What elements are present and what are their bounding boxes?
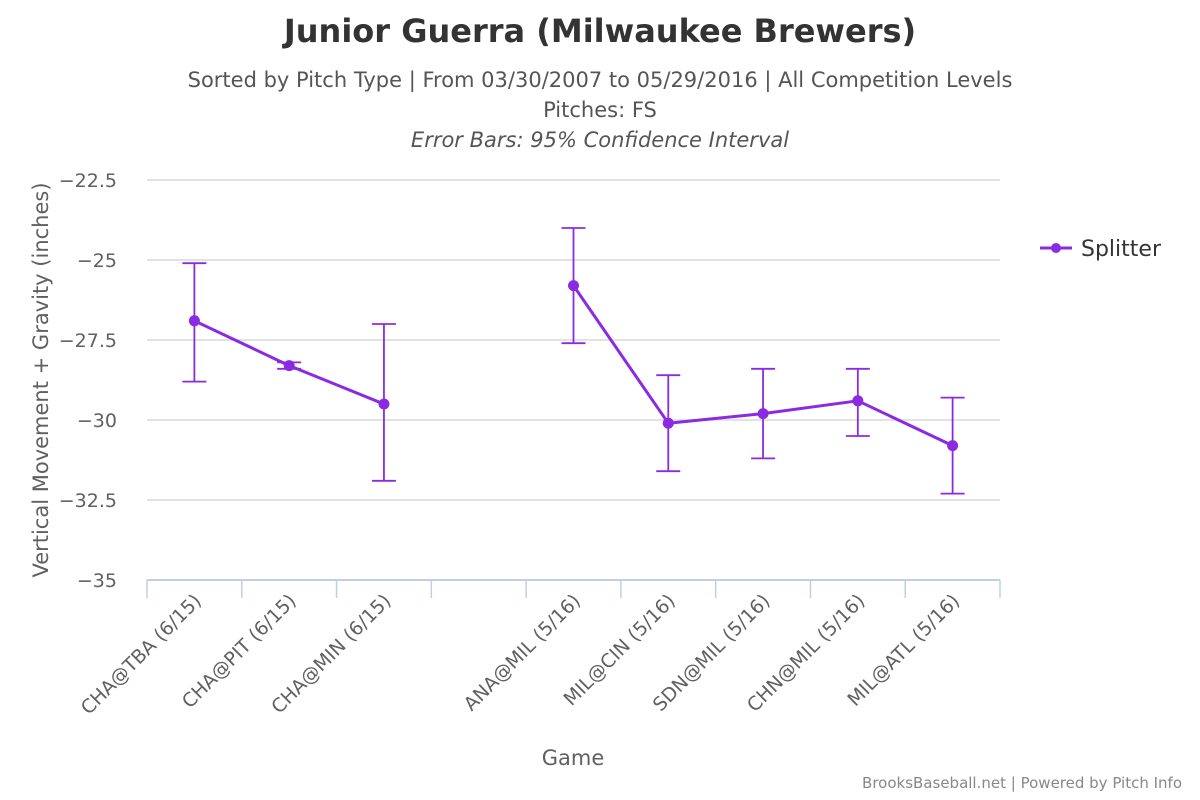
data-point-splitter bbox=[188, 315, 200, 327]
legend-marker bbox=[1051, 243, 1061, 253]
x-axis-title: Game bbox=[542, 746, 605, 770]
data-point-splitter bbox=[662, 417, 674, 429]
chart-subtitle-pitches: Pitches: FS bbox=[543, 98, 657, 122]
series-layer bbox=[182, 227, 965, 495]
credit-powered: Powered by Pitch Info bbox=[1020, 774, 1182, 792]
data-point-splitter bbox=[757, 408, 769, 420]
legend-label-splitter[interactable]: Splitter bbox=[1081, 237, 1162, 262]
data-point-splitter bbox=[852, 395, 864, 407]
y-tick-label: −32.5 bbox=[59, 490, 117, 512]
y-tick-label: −35 bbox=[77, 570, 117, 592]
chart-subtitle-filters: Sorted by Pitch Type | From 03/30/2007 t… bbox=[187, 68, 1013, 92]
y-tick-label: −22.5 bbox=[59, 170, 117, 192]
data-point-splitter bbox=[947, 440, 959, 452]
data-point-splitter bbox=[378, 398, 390, 410]
credit-line: BrooksBaseball.net | Powered by Pitch In… bbox=[862, 774, 1182, 792]
chart-title: Junior Guerra (Milwaukee Brewers) bbox=[283, 12, 917, 50]
credit-site[interactable]: BrooksBaseball.net bbox=[862, 774, 1006, 792]
chart-subtitle-error-bars: Error Bars: 95% Confidence Interval bbox=[410, 128, 790, 152]
credit-separator: | bbox=[1010, 774, 1016, 792]
y-tick-label: −27.5 bbox=[59, 330, 117, 352]
y-axis-title: Vertical Movement + Gravity (inches) bbox=[29, 182, 53, 577]
legend[interactable]: Splitter bbox=[1040, 237, 1162, 262]
y-tick-label: −30 bbox=[77, 410, 117, 432]
y-tick-label: −25 bbox=[77, 250, 117, 272]
data-point-splitter bbox=[568, 280, 579, 292]
data-point-splitter bbox=[283, 360, 295, 372]
